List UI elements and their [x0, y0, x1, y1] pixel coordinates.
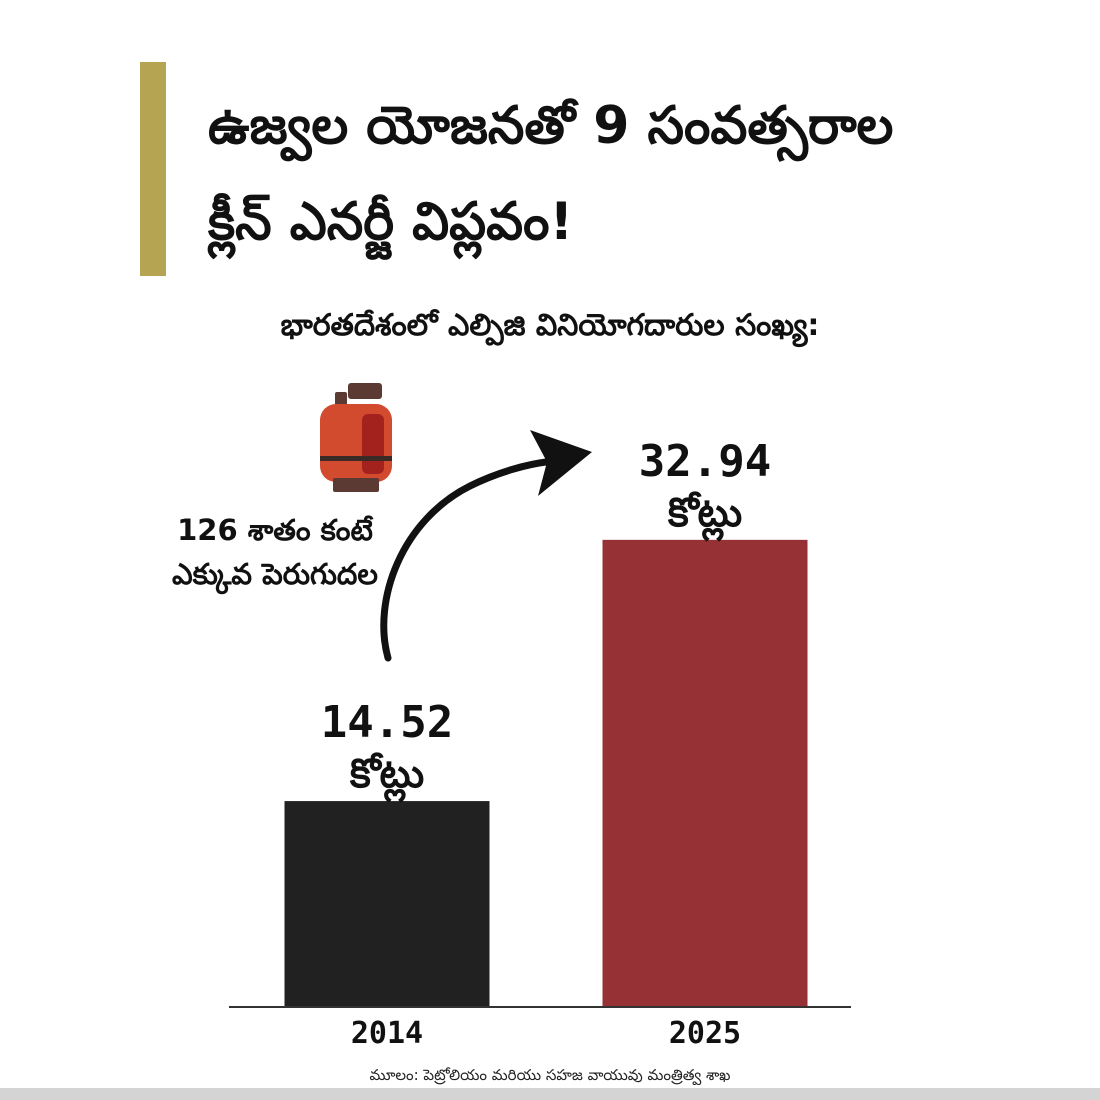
- growth-annotation-line-2: ఎక్కువ పెరుగుదల: [172, 557, 378, 591]
- growth-arrow-head: [530, 430, 592, 496]
- value-label-2014: 14.52: [321, 697, 453, 748]
- chart-title: భారతదేశంలో ఎల్పిజి వినియోగదారుల సంఖ్య:: [280, 308, 820, 343]
- growth-annotation: 126 శాతం కంటే ఎక్కువ పెరుగుదల: [110, 508, 440, 596]
- bottom-strip: [0, 1088, 1100, 1100]
- x-tick-2025: 2025: [669, 1016, 741, 1051]
- page-title: ఉజ్వల యోజనతో 9 సంవత్సరాల క్లీన్ ఎనర్జీ వ…: [208, 78, 1068, 270]
- bar-2014: [284, 801, 490, 1007]
- x-tick-2014: 2014: [351, 1016, 423, 1051]
- gas-cylinder-icon: [320, 383, 392, 492]
- title-line-2: క్లీన్ ఎనర్జీ విప్లవం!: [208, 192, 574, 252]
- growth-annotation-line-1: 126 శాతం కంటే: [177, 513, 373, 547]
- value-label-2025: 32.94: [639, 436, 771, 487]
- unit-label-2014: కోట్లు: [349, 751, 425, 803]
- unit-label-2025: కోట్లు: [667, 490, 743, 542]
- source-note: మూలం: పెట్రోలియం మరియు సహజ వాయువు మంత్రి…: [369, 1066, 731, 1084]
- bar-2025: [602, 539, 808, 1007]
- growth-arrow: [380, 458, 550, 662]
- title-line-1: ఉజ్వల యోజనతో 9 సంవత్సరాల: [208, 96, 894, 156]
- title-accent-bar: [140, 62, 166, 276]
